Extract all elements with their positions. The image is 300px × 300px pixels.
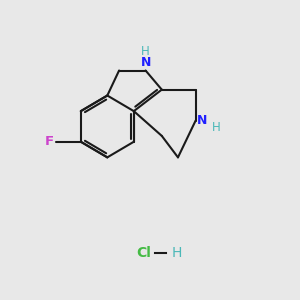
Text: N: N [140,56,151,69]
Text: Cl: Cl [137,246,152,260]
Text: H: H [171,246,182,260]
Text: H: H [212,122,220,134]
Text: H: H [141,45,150,58]
Text: N: N [197,114,208,127]
Text: F: F [44,135,53,148]
